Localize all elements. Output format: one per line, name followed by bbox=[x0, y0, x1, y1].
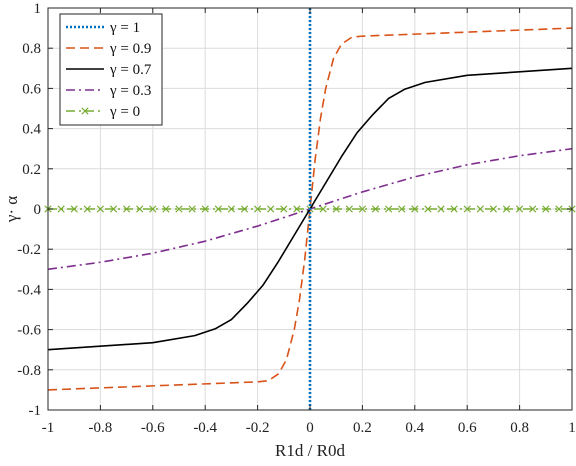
y-tick-label: -0.8 bbox=[17, 363, 41, 379]
x-tick-label: 0.4 bbox=[405, 420, 424, 436]
legend: γ = 1 γ = 0.9 γ = 0.7 γ = 0.3 γ = 0 bbox=[59, 13, 163, 126]
series-point bbox=[450, 205, 458, 213]
series-point bbox=[542, 205, 550, 213]
x-tick-label: 0 bbox=[306, 420, 314, 436]
y-tick-label: -0.2 bbox=[17, 242, 41, 258]
series-point bbox=[175, 205, 183, 213]
legend-label: γ = 0 bbox=[109, 104, 140, 120]
series-point bbox=[254, 205, 262, 213]
series-point bbox=[411, 205, 419, 213]
series-point bbox=[516, 205, 524, 213]
x-tick-label: -0.2 bbox=[246, 420, 270, 436]
legend-label: γ = 1 bbox=[109, 20, 140, 36]
x-tick-label: -0.8 bbox=[89, 420, 113, 436]
y-tick-label: 0.6 bbox=[22, 81, 41, 97]
series-point bbox=[188, 205, 196, 213]
legend-marker bbox=[81, 107, 89, 115]
series-point bbox=[371, 205, 380, 213]
y-tick-label: 0.8 bbox=[22, 41, 41, 57]
series-point bbox=[398, 205, 406, 213]
x-tick-label: 0.8 bbox=[510, 420, 529, 436]
series-point bbox=[319, 205, 327, 213]
series-point bbox=[424, 205, 432, 213]
series-point bbox=[502, 205, 511, 213]
series-point bbox=[345, 205, 353, 213]
series-point bbox=[149, 205, 157, 213]
series-point bbox=[358, 205, 366, 213]
series-point bbox=[463, 205, 471, 213]
series-point bbox=[240, 205, 249, 213]
series-layer bbox=[44, 8, 576, 410]
series-point bbox=[136, 205, 144, 213]
series-point bbox=[267, 205, 275, 213]
series-point bbox=[476, 205, 484, 213]
y-tick-label: 0.4 bbox=[22, 122, 41, 138]
series-point bbox=[83, 205, 91, 213]
series-point bbox=[57, 205, 65, 213]
x-tick-label: -0.4 bbox=[193, 420, 217, 436]
series-point bbox=[293, 205, 301, 213]
x-tick-label: 0.2 bbox=[353, 420, 372, 436]
series-point bbox=[123, 205, 131, 213]
series-point bbox=[109, 205, 118, 213]
series-point bbox=[529, 205, 537, 213]
x-tick-label: 0.6 bbox=[458, 420, 477, 436]
ticks bbox=[47, 7, 573, 411]
legend-label: γ = 0.9 bbox=[109, 41, 151, 57]
series-point bbox=[227, 205, 235, 213]
y-axis-label: γ· α bbox=[2, 196, 21, 223]
series-point bbox=[201, 205, 209, 213]
y-tick-label: 1 bbox=[34, 1, 42, 17]
series-point bbox=[332, 205, 340, 213]
series-point bbox=[280, 205, 288, 213]
tick-labels: -1 -0.8 -0.6 -0.4 -0.2 0 0.2 0.4 0.6 0.8 1 -1 -0.8 -0… bbox=[17, 1, 576, 436]
legend-label: γ = 0.7 bbox=[109, 62, 152, 78]
series-point bbox=[385, 205, 393, 213]
y-tick-label: -0.4 bbox=[17, 282, 41, 298]
series-point bbox=[489, 205, 497, 213]
series-point bbox=[96, 205, 104, 213]
series-point bbox=[555, 205, 563, 213]
y-tick-label: -0.6 bbox=[17, 323, 41, 339]
y-tick-label: -1 bbox=[29, 403, 42, 419]
series-point bbox=[162, 205, 170, 213]
x-axis-label: R1d / R0d bbox=[275, 441, 345, 460]
x-tick-label: -0.6 bbox=[141, 420, 165, 436]
series-point bbox=[437, 205, 445, 213]
legend-label: γ = 0.3 bbox=[109, 83, 151, 99]
y-tick-label: 0 bbox=[34, 202, 42, 218]
x-tick-label: 1 bbox=[568, 420, 576, 436]
x-tick-label: -1 bbox=[42, 420, 55, 436]
y-tick-label: 0.2 bbox=[22, 162, 41, 178]
series-point bbox=[70, 205, 78, 213]
series-point bbox=[214, 205, 222, 213]
